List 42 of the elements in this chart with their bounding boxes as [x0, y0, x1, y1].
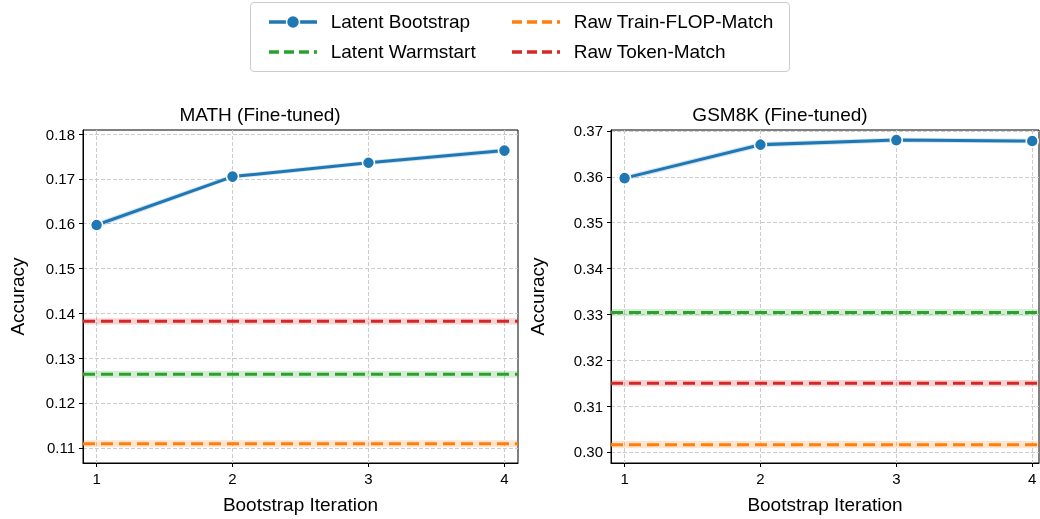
point — [889, 133, 904, 147]
chart-title: MATH (Fine-tuned) — [179, 104, 341, 125]
x-axis-title: Bootstrap Iteration — [747, 494, 903, 515]
x-tick-label: 3 — [364, 470, 373, 487]
x-tick-label: 3 — [892, 470, 901, 487]
x-tick-label: 4 — [1028, 470, 1037, 487]
legend-label: Latent Bootstrap — [330, 11, 471, 33]
y-tick-label: 0.14 — [45, 304, 75, 322]
point — [361, 155, 376, 170]
y-tick-label: 0.37 — [573, 122, 603, 140]
point — [225, 169, 240, 184]
y-tick-label: 0.11 — [46, 439, 75, 457]
y-tick-label: 0.15 — [45, 259, 75, 277]
y-tick-label: 0.30 — [573, 443, 603, 461]
point — [89, 218, 104, 232]
legend-label: Raw Token-Match — [573, 41, 726, 63]
y-axis-title: Accuracy — [7, 256, 28, 336]
x-tick-label: 2 — [756, 470, 765, 487]
y-tick-label: 0.17 — [45, 170, 75, 188]
y-tick-label: 0.33 — [573, 305, 603, 323]
y-tick-label: 0.12 — [45, 394, 75, 412]
y-tick-label: 0.13 — [45, 349, 75, 367]
x-tick-label: 1 — [92, 470, 101, 487]
x-tick-label: 4 — [500, 470, 509, 487]
point — [1025, 134, 1039, 148]
y-tick-label: 0.32 — [573, 351, 603, 369]
y-tick-label: 0.35 — [573, 214, 603, 232]
x-axis-title: Bootstrap Iteration — [222, 494, 379, 515]
x-tick-label: 1 — [620, 470, 629, 487]
y-axis-title: Accuracy — [527, 256, 548, 336]
point — [617, 171, 632, 185]
y-tick-label: 0.31 — [573, 397, 603, 415]
y-tick-label: 0.16 — [45, 215, 75, 233]
chart-title: GSM8K (Fine-tuned) — [692, 104, 868, 125]
x-tick-label: 2 — [228, 470, 237, 487]
point — [753, 137, 768, 152]
legend-label: Raw Train-FLOP-Match — [573, 11, 774, 33]
y-tick-label: 0.18 — [45, 125, 75, 143]
y-tick-label: 0.34 — [573, 260, 603, 278]
point — [497, 143, 512, 158]
legend-label: Latent Warmstart — [330, 41, 476, 63]
y-tick-label: 0.36 — [573, 168, 603, 186]
